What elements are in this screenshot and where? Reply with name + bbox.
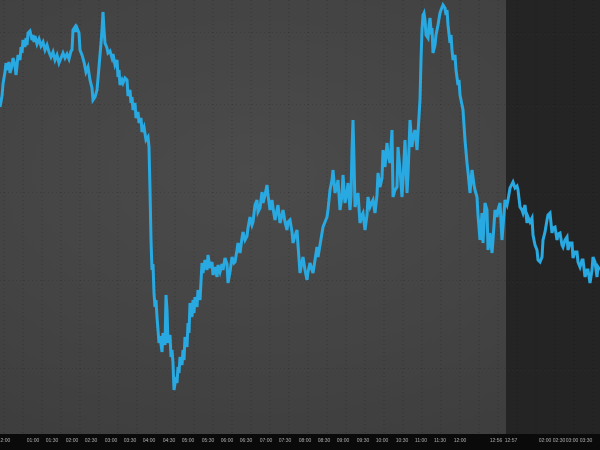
x-tick-label: 10:00 <box>375 438 389 444</box>
x-tick-label: 12:56 <box>489 438 503 444</box>
extended-hours-region <box>506 0 600 434</box>
x-tick-label: 04:00 <box>142 438 156 444</box>
x-tick-label: 07:00 <box>259 438 273 444</box>
x-tick-label: 12:00 <box>453 438 467 444</box>
x-tick-label: 06:00 <box>220 438 234 444</box>
x-tick-label: 01:30 <box>45 438 59 444</box>
x-tick-label: 03:00 <box>104 438 118 444</box>
x-tick-label: 04:30 <box>162 438 176 444</box>
x-tick-label: 02:00 <box>538 438 552 444</box>
x-tick-label: 02:30 <box>84 438 98 444</box>
x-tick-label: 07:30 <box>278 438 292 444</box>
x-tick-label: 05:30 <box>201 438 215 444</box>
x-tick-label: 09:00 <box>336 438 350 444</box>
x-tick-label: 11:30 <box>433 438 447 444</box>
x-tick-label: 06:30 <box>239 438 253 444</box>
chart-canvas <box>0 1 600 391</box>
x-tick-label: 03:30 <box>123 438 137 444</box>
x-tick-label: 11:00 <box>414 438 428 444</box>
x-tick-label: 03:30 <box>579 438 593 444</box>
x-tick-label: 12:00 <box>0 438 11 444</box>
x-tick-label: 03:00 <box>565 438 579 444</box>
x-tick-label: 08:30 <box>317 438 331 444</box>
x-axis: 12:0001:0001:3002:0002:3003:0003:3004:00… <box>0 434 600 450</box>
price-line <box>0 1 600 391</box>
x-tick-label: 10:30 <box>395 438 409 444</box>
x-tick-label: 12:57 <box>504 438 518 444</box>
price-chart-plot[interactable] <box>0 0 600 434</box>
x-tick-label: 08:00 <box>298 438 312 444</box>
x-tick-label: 02:00 <box>65 438 79 444</box>
x-tick-label: 02:30 <box>552 438 566 444</box>
x-tick-label: 05:00 <box>181 438 195 444</box>
x-tick-label: 09:30 <box>356 438 370 444</box>
x-tick-label: 01:00 <box>26 438 40 444</box>
